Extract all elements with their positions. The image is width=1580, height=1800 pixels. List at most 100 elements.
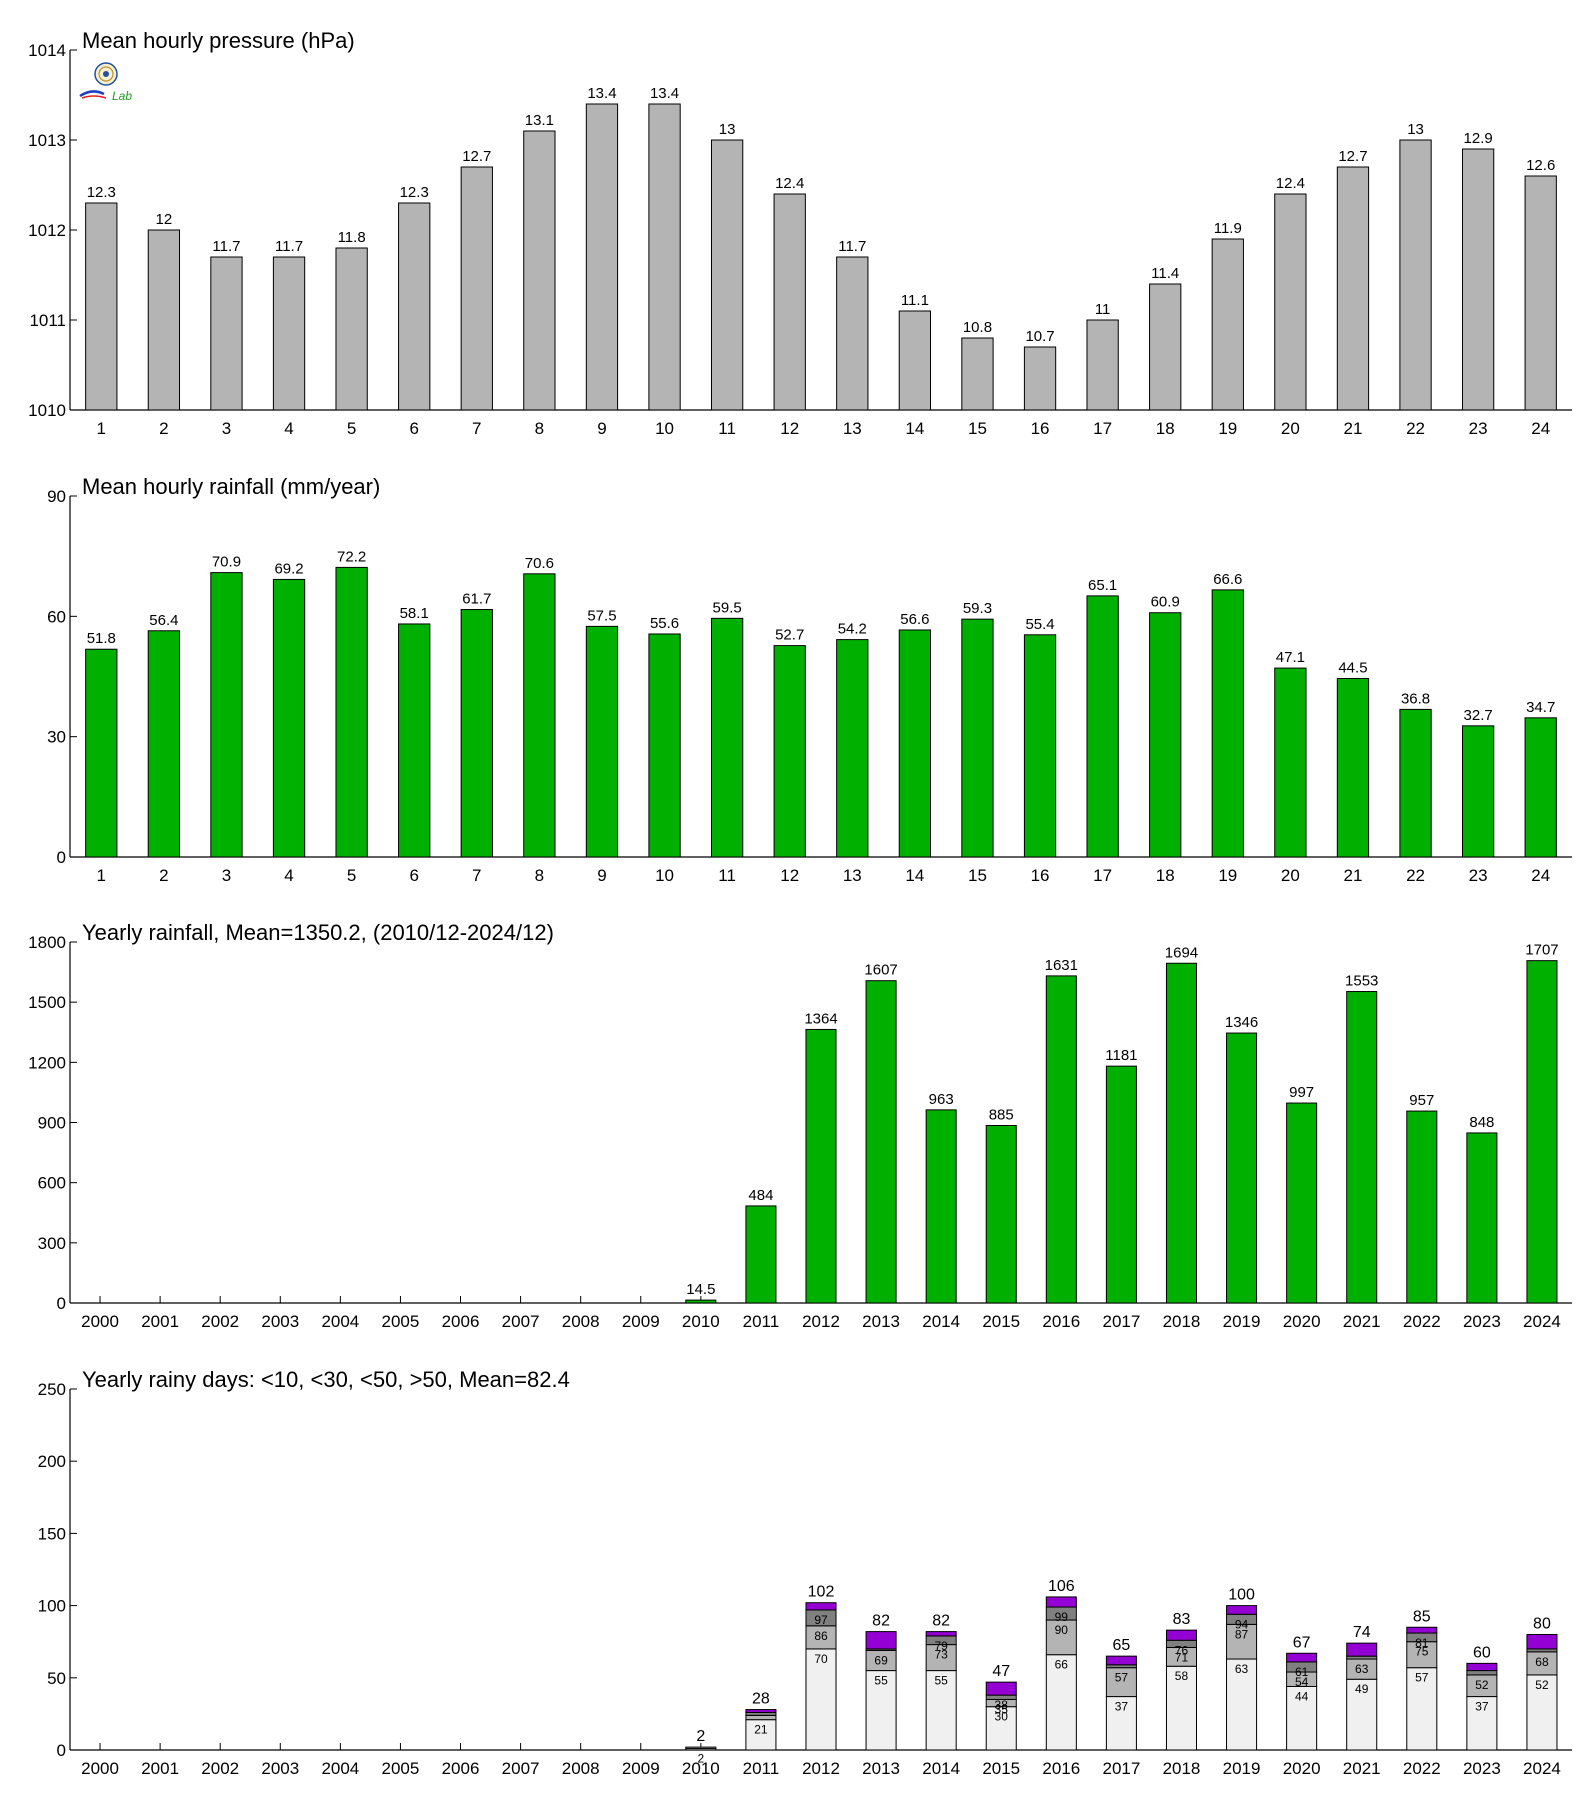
segment-label: 69: [874, 1653, 888, 1667]
x-tick-label: 20: [1281, 866, 1300, 885]
x-tick-label: 2000: [81, 1759, 119, 1778]
segment-label: 76: [1175, 1643, 1189, 1657]
bar: [1346, 991, 1378, 1304]
bar: [585, 103, 619, 411]
x-tick-label: 2008: [562, 1312, 600, 1331]
stacked-segment: [925, 1631, 957, 1637]
data-label: 32.7: [1464, 707, 1493, 724]
data-label: 997: [1289, 1084, 1314, 1101]
y-tick-label: 60: [47, 607, 66, 626]
stacked-segment: [1346, 1642, 1378, 1657]
bar: [745, 1205, 777, 1304]
data-label: 61.7: [462, 591, 491, 608]
bar: [1399, 139, 1432, 411]
bar: [210, 256, 243, 411]
segment-label: 30: [995, 1710, 1009, 1724]
bar: [710, 139, 744, 411]
y-tick-label: 0: [57, 848, 66, 867]
data-label: 70.9: [212, 554, 241, 571]
x-tick-label: 22: [1406, 419, 1425, 438]
bar: [773, 193, 806, 411]
x-tick-label: 2010: [682, 1759, 720, 1778]
total-label: 74: [1353, 1624, 1371, 1641]
stacked-segment: [1105, 1696, 1137, 1751]
x-tick-label: 10: [655, 419, 674, 438]
x-tick-label: 2: [159, 866, 168, 885]
bar: [710, 617, 744, 858]
bar: [1526, 960, 1558, 1304]
data-label: 13: [1407, 121, 1424, 138]
segment-label: 71: [1175, 1650, 1189, 1664]
logo-text: Lab: [112, 89, 132, 103]
bar: [1023, 634, 1057, 858]
data-label: 11: [1095, 301, 1111, 318]
bar: [985, 1125, 1017, 1304]
bar: [460, 609, 493, 858]
data-label: 69.2: [274, 560, 303, 577]
y-tick-label: 100: [38, 1597, 66, 1616]
x-tick-label: 7: [472, 419, 481, 438]
bar: [1461, 148, 1495, 411]
x-tick-label: 7: [472, 866, 481, 885]
data-label: 51.8: [87, 630, 116, 647]
stacked-segment: [985, 1681, 1017, 1696]
x-tick-label: 2008: [562, 1759, 600, 1778]
bar: [865, 980, 897, 1304]
y-tick-label: 90: [47, 487, 66, 506]
bar: [685, 1299, 717, 1304]
x-tick-label: 2016: [1042, 1312, 1080, 1331]
x-tick-label: 9: [597, 419, 606, 438]
x-tick-label: 18: [1156, 866, 1175, 885]
bar: [773, 645, 806, 858]
x-tick-label: 2005: [382, 1759, 420, 1778]
bar: [523, 573, 556, 858]
data-label: 12.9: [1464, 130, 1493, 147]
chart-title: Yearly rainy days: <10, <30, <50, >50, M…: [82, 1367, 570, 1392]
x-tick-label: 9: [597, 866, 606, 885]
x-tick-label: 2001: [141, 1312, 179, 1331]
bar: [85, 648, 118, 858]
stacked-segment: [1466, 1662, 1498, 1672]
x-tick-label: 2017: [1102, 1759, 1140, 1778]
stacked-segment: [925, 1670, 957, 1751]
x-tick-label: 1: [97, 866, 106, 885]
chart-title: Mean hourly rainfall (mm/year): [82, 474, 380, 499]
bar: [1336, 678, 1370, 858]
data-label: 11.4: [1151, 265, 1179, 282]
y-tick-label: 300: [38, 1234, 66, 1253]
x-tick-label: 23: [1469, 419, 1488, 438]
segment-label: 66: [1055, 1658, 1069, 1672]
segment-label: 81: [1415, 1636, 1429, 1650]
bar: [1336, 166, 1370, 411]
y-tick-label: 0: [57, 1294, 66, 1313]
x-tick-label: 2024: [1523, 1759, 1561, 1778]
stacked-segment: [1286, 1685, 1318, 1751]
bar: [585, 625, 619, 858]
x-tick-label: 2007: [502, 1312, 540, 1331]
segment-label: 73: [934, 1648, 948, 1662]
stacked-segment: [1105, 1655, 1137, 1666]
segment-label: 2: [697, 1752, 704, 1766]
data-label: 11.7: [838, 238, 866, 255]
x-tick-label: 17: [1093, 866, 1112, 885]
x-tick-label: 10: [655, 866, 674, 885]
y-tick-label: 30: [47, 728, 66, 747]
x-tick-label: 21: [1343, 866, 1362, 885]
logo-seal-icon: Lab: [79, 62, 132, 103]
x-tick-label: 2022: [1403, 1759, 1441, 1778]
data-label: 54.2: [838, 621, 867, 638]
data-label: 36.8: [1401, 690, 1430, 707]
data-label: 12.7: [462, 148, 491, 165]
x-tick-label: 2012: [802, 1759, 840, 1778]
x-tick-label: 6: [409, 866, 418, 885]
x-tick-label: 2002: [201, 1759, 239, 1778]
data-label: 57.5: [587, 607, 616, 624]
x-tick-label: 2018: [1163, 1759, 1201, 1778]
data-label: 1707: [1525, 942, 1558, 959]
x-tick-label: 2006: [442, 1759, 480, 1778]
segment-label: 55: [934, 1674, 948, 1688]
x-tick-label: 2021: [1343, 1759, 1381, 1778]
bar: [648, 103, 681, 411]
data-label: 1364: [804, 1010, 837, 1027]
segment-label: 87: [1235, 1627, 1249, 1641]
